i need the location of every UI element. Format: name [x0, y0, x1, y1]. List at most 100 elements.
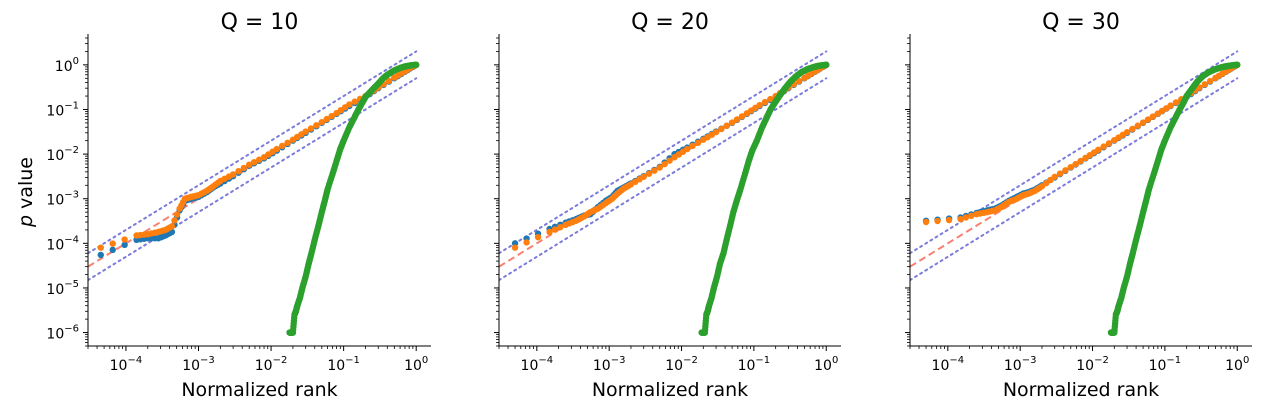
- data-point: [1056, 170, 1064, 177]
- x-tick-label: 10−1: [1149, 355, 1182, 374]
- panel-title: Q = 30: [1042, 10, 1120, 35]
- data-point: [229, 171, 237, 178]
- data-point: [121, 236, 128, 243]
- data-point: [255, 156, 263, 163]
- data-point: [273, 145, 281, 153]
- data-point: [168, 223, 176, 230]
- data-point: [728, 119, 736, 126]
- data-point: [323, 115, 330, 123]
- x-tick-label: 10−1: [738, 355, 771, 374]
- x-axis-label: Normalized rank: [592, 379, 748, 401]
- data-point: [121, 241, 128, 249]
- data-point: [1062, 167, 1069, 174]
- data-point: [97, 251, 104, 259]
- data-point: [351, 98, 358, 105]
- data-point: [1172, 99, 1180, 106]
- y-tick-label: 10−4: [46, 234, 79, 253]
- data-point: [557, 223, 564, 231]
- x-tick-label: 10−2: [1076, 355, 1109, 374]
- data-point: [934, 217, 941, 225]
- x-minor-ticks: [498, 346, 824, 349]
- data-point: [823, 61, 830, 69]
- series-series_green: [698, 61, 830, 336]
- data-point: [651, 167, 658, 174]
- data-point: [712, 128, 720, 136]
- data-point: [307, 125, 315, 132]
- data-point: [1144, 116, 1152, 123]
- data-point: [962, 214, 970, 221]
- plot-area: [88, 50, 420, 336]
- data-point: [412, 61, 420, 69]
- data-point: [684, 145, 691, 153]
- data-point: [1077, 157, 1084, 165]
- data-point: [346, 101, 353, 108]
- confidence-band-line-2: [499, 77, 828, 282]
- data-point: [767, 95, 774, 103]
- data-point: [661, 160, 668, 168]
- data-point: [1234, 61, 1241, 69]
- data-point: [1206, 77, 1214, 85]
- x-tick-label: 100: [404, 355, 428, 374]
- data-point: [1072, 160, 1079, 168]
- data-point: [523, 239, 530, 246]
- y-minor-ticks: [496, 37, 499, 347]
- plot-area: [910, 50, 1241, 336]
- x-tick-label: 10−4: [932, 355, 965, 374]
- panel-title: Q = 10: [221, 10, 299, 35]
- data-point: [534, 233, 542, 241]
- data-point: [97, 244, 104, 251]
- data-point: [328, 112, 335, 120]
- confidence-band-line-2: [910, 77, 1239, 282]
- y-major-ticks: [905, 64, 910, 334]
- panel-2: 10−4 10−3 10−2 10−1 100 Q = 20 Normalized rank: [494, 10, 841, 401]
- data-point: [1201, 81, 1208, 88]
- y-axis-label: p value: [15, 157, 37, 228]
- data-point: [645, 170, 653, 177]
- y-tick-label: 10−3: [46, 190, 79, 209]
- data-point: [945, 216, 953, 224]
- x-tick-label: 10−4: [521, 355, 554, 374]
- series-series_orange: [922, 61, 1241, 226]
- data-point: [1123, 128, 1131, 136]
- data-point: [1129, 125, 1136, 133]
- data-point: [1100, 143, 1107, 150]
- x-tick-label: 100: [814, 355, 838, 374]
- y-tick-label: 10−2: [46, 145, 79, 164]
- data-point: [278, 142, 286, 150]
- y-tick-label: 100: [55, 56, 79, 75]
- data-point: [318, 118, 325, 126]
- data-point: [1139, 119, 1147, 126]
- series-series_green: [1107, 61, 1241, 336]
- data-point: [738, 113, 746, 120]
- confidence-band-line-2: [88, 77, 418, 282]
- x-tick-label: 10−2: [255, 355, 288, 374]
- x-tick-label: 10−3: [593, 355, 626, 374]
- data-point: [1149, 113, 1157, 120]
- y-tick-label: 10−1: [46, 100, 79, 119]
- series-series_green: [286, 61, 420, 336]
- data-point: [171, 217, 178, 224]
- data-point: [968, 212, 975, 220]
- x-axis-label: Normalized rank: [1003, 379, 1159, 401]
- data-point: [795, 77, 803, 85]
- data-point: [302, 128, 309, 135]
- data-point: [313, 122, 320, 129]
- x-axis-label: Normalized rank: [181, 379, 337, 401]
- data-point: [109, 240, 116, 247]
- data-point: [235, 167, 242, 175]
- y-tick-label: 10−5: [46, 279, 79, 298]
- data-point: [511, 244, 519, 251]
- y-major-ticks: [494, 64, 499, 334]
- data-point: [694, 139, 702, 147]
- panel-3: 10−4 10−3 10−2 10−1 100 Q = 30 Normalized rank: [905, 10, 1252, 401]
- data-point: [546, 228, 553, 236]
- data-point: [922, 218, 930, 226]
- plot-area: [499, 50, 830, 336]
- data-point: [733, 116, 741, 123]
- data-point: [385, 77, 393, 85]
- data-point: [109, 246, 116, 254]
- confidence-band-line-1: [499, 50, 828, 255]
- data-point: [284, 139, 291, 147]
